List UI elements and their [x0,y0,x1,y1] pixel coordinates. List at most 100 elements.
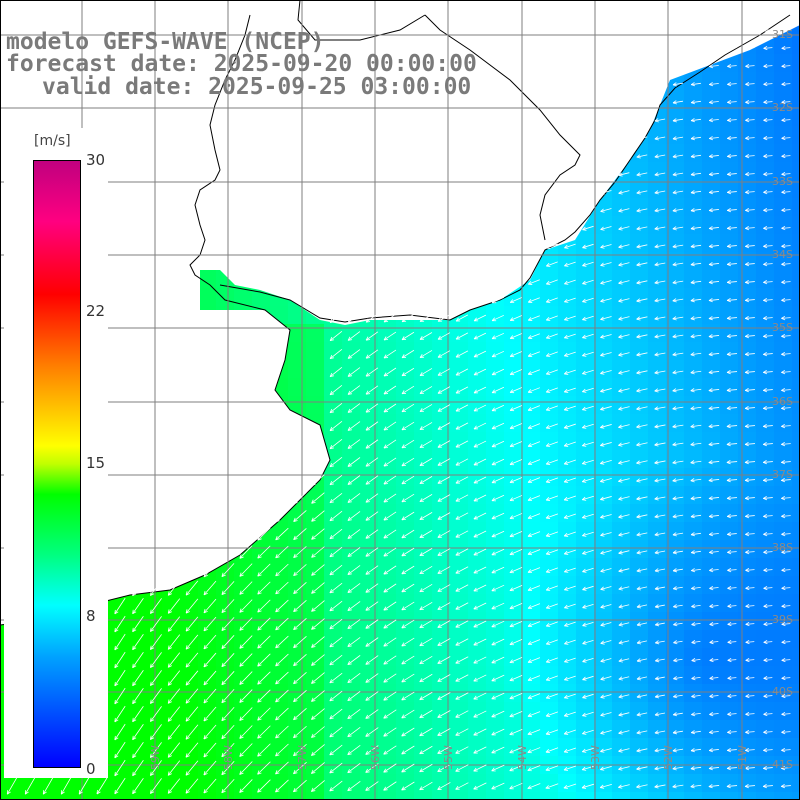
field-cell [270,522,289,541]
field-cell [558,684,577,703]
field-cell [558,630,577,649]
field-cell [306,558,325,577]
field-cell [774,558,793,577]
field-cell [792,18,800,37]
field-cell [396,540,415,559]
field-cell [414,666,433,685]
wind-arrow [437,422,451,430]
wind-arrow [600,208,612,213]
wind-arrow [708,118,719,123]
field-cell [432,414,451,433]
field-cell [558,360,577,379]
field-cell [198,684,217,703]
field-cell [738,486,757,505]
wind-arrow [672,406,684,411]
field-cell [684,774,703,793]
field-cell [504,324,523,343]
field-cell [378,702,397,721]
field-cell [774,486,793,505]
field-cell [270,792,289,800]
field-cell [342,666,361,685]
wind-arrow [455,404,469,412]
field-cell [486,738,505,757]
field-cell [756,324,775,343]
field-cell [684,648,703,667]
field-cell [738,144,757,163]
wind-arrow [437,368,451,376]
field-cell [486,648,505,667]
land-area [0,0,800,625]
field-cell [468,522,487,541]
field-cell [234,702,253,721]
field-cell [486,432,505,451]
field-cell [792,558,800,577]
field-cell [540,288,559,307]
field-cell [594,306,613,325]
field-cell [540,540,559,559]
field-cell [342,378,361,397]
field-cell [468,396,487,415]
field-cell [288,342,307,361]
field-cell [612,648,631,667]
wind-arrow [582,225,594,231]
field-cell [684,504,703,523]
field-cell [396,576,415,595]
field-cell [558,558,577,577]
wind-arrow [727,118,737,123]
longitude-label: 59W [149,745,162,770]
field-cell [540,324,559,343]
field-cell [270,558,289,577]
field-cell [738,414,757,433]
field-cell [252,792,271,800]
field-cell [252,288,271,307]
field-cell [540,684,559,703]
field-cell [666,432,685,451]
wind-arrow [582,351,594,357]
field-cell [666,126,685,145]
field-cell [234,792,253,800]
field-cell [558,522,577,541]
field-cell [90,774,109,793]
field-cell [756,684,775,703]
field-cell [54,792,73,800]
field-cell [522,432,541,451]
field-cell [450,522,469,541]
wind-arrow [654,136,666,141]
field-cell [378,684,397,703]
field-cell [666,108,685,127]
wind-arrow [401,421,415,431]
wind-arrow [745,46,755,51]
wind-arrow [763,81,773,87]
field-cell [648,180,667,199]
field-cell [108,738,127,757]
wind-arrow [672,208,684,213]
field-cell [666,198,685,217]
field-cell [126,612,145,631]
wind-arrow [419,314,433,322]
field-cell [630,468,649,487]
field-cell [378,324,397,343]
field-cell [774,144,793,163]
field-cell [774,90,793,109]
wind-arrow [347,421,361,431]
wind-arrow [654,262,666,267]
wind-arrow [745,244,755,249]
field-cell [774,324,793,343]
wind-arrow [708,388,720,393]
wind-arrow [763,154,773,159]
field-cell [324,378,343,397]
field-cell [270,648,289,667]
field-cell [342,468,361,487]
field-cell [432,504,451,523]
field-cell [576,396,595,415]
field-cell [450,594,469,613]
wind-arrow [636,370,648,375]
field-cell [324,342,343,361]
field-cell [666,702,685,721]
field-cell [432,360,451,379]
wind-arrow [672,100,684,105]
field-cell [450,612,469,631]
field-cell [450,738,469,757]
field-cell [702,306,721,325]
field-cell [576,252,595,271]
